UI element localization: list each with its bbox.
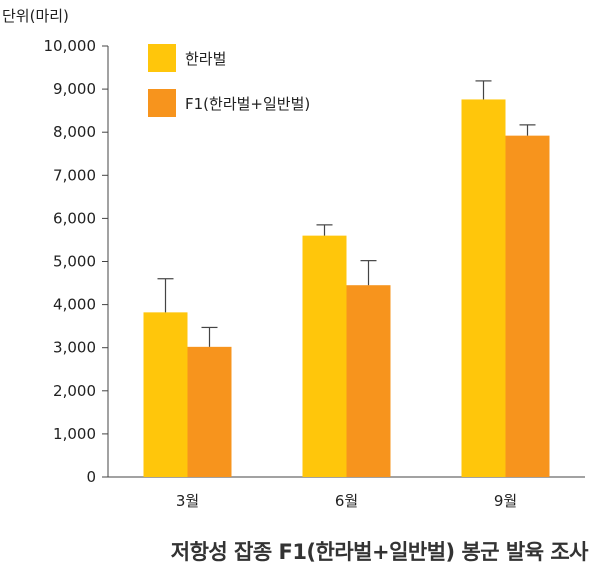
chart-caption: 저항성 잡종 F1(한라벌+일반벌) 봉군 발육 조사: [170, 540, 589, 564]
y-tick-label: 1,000: [53, 425, 96, 443]
bar-f1: [187, 346, 232, 477]
legend-label-hanrabeol: 한라벌: [185, 50, 226, 68]
y-tick-label: 2,000: [53, 382, 96, 400]
y-axis: 0 1,000 2,000 3,000 4,000 5,000 6,000 7,000 8,00…: [44, 37, 585, 486]
x-tick-label: 9월: [494, 492, 517, 510]
x-tick-label: 3월: [176, 492, 199, 510]
bar-f1: [346, 285, 391, 477]
x-axis: 3월 6월 9월: [176, 492, 517, 510]
y-tick-label: 7,000: [53, 166, 96, 184]
bars: [143, 80, 550, 477]
legend: 한라벌 F1(한라벌+일반벌): [148, 44, 310, 117]
y-tick-label: 3,000: [53, 339, 96, 357]
y-unit-label: 단위(마리): [2, 7, 69, 25]
legend-swatch-hanrabeol: [148, 44, 176, 72]
y-tick-label: 8,000: [53, 123, 96, 141]
bar-hanrabeol: [143, 312, 188, 477]
bar-hanrabeol: [461, 99, 506, 477]
legend-label-f1: F1(한라벌+일반벌): [185, 95, 310, 113]
y-tick-label: 10,000: [44, 37, 97, 55]
bar-hanrabeol: [302, 235, 347, 477]
legend-swatch-f1: [148, 89, 176, 117]
y-tick-label: 4,000: [53, 296, 96, 314]
bar-f1: [505, 135, 550, 477]
y-tick-label: 9,000: [53, 80, 96, 98]
y-tick-label: 5,000: [53, 253, 96, 271]
y-tick-label: 6,000: [53, 209, 96, 227]
y-tick-label: 0: [86, 468, 96, 486]
bar-chart: 단위(마리) 0 1,000 2,000 3,000 4,000 5,000 6,000 7,…: [2, 7, 585, 510]
x-tick-label: 6월: [335, 492, 358, 510]
